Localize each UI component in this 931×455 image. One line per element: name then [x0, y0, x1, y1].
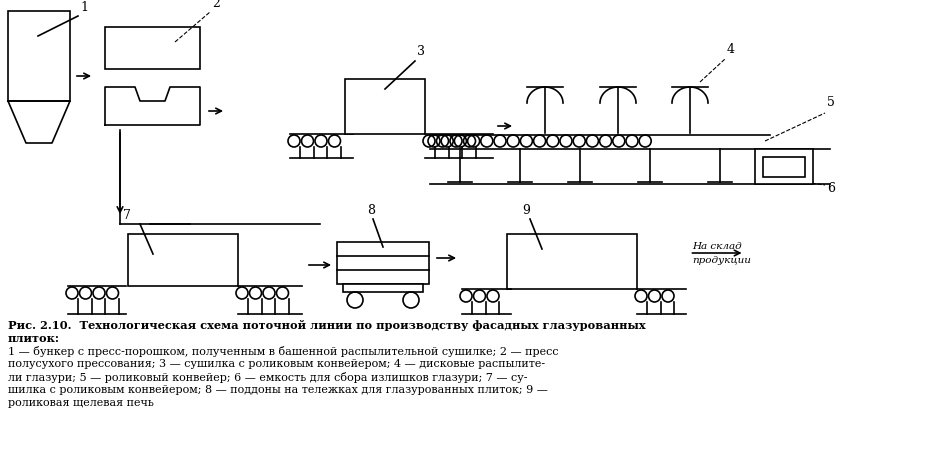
Text: 1: 1 — [80, 1, 88, 14]
Text: продукции: продукции — [693, 255, 751, 264]
Bar — [8, 12, 70, 102]
Text: 3: 3 — [417, 45, 425, 58]
Text: плиток:: плиток: — [8, 332, 60, 343]
Text: 1 — бункер с пресс-порошком, полученным в башенной распылительной сушилке; 2 — п: 1 — бункер с пресс-порошком, полученным … — [8, 345, 559, 356]
Text: 9: 9 — [522, 203, 530, 217]
Bar — [337, 243, 429, 284]
Text: шилка с роликовым конвейером; 8 — поддоны на тележках для глазурованных плиток; : шилка с роликовым конвейером; 8 — поддон… — [8, 384, 547, 394]
Polygon shape — [8, 102, 70, 144]
Text: роликовая щелевая печь: роликовая щелевая печь — [8, 397, 154, 407]
Bar — [343, 284, 423, 293]
Text: Рис. 2.10.  Технологическая схема поточной линии по производству фасадных глазур: Рис. 2.10. Технологическая схема поточно… — [8, 319, 645, 330]
Text: полусухого прессования; 3 — сушилка с роликовым конвейером; 4 — дисковые распыли: полусухого прессования; 3 — сушилка с ро… — [8, 358, 546, 368]
Bar — [105, 28, 200, 70]
Bar — [128, 234, 238, 286]
Bar — [755, 150, 813, 185]
Text: 8: 8 — [367, 203, 375, 217]
Bar — [345, 80, 425, 135]
Text: 2: 2 — [212, 0, 220, 10]
Text: На склад: На склад — [693, 242, 742, 250]
Text: 5: 5 — [827, 96, 835, 109]
Bar — [507, 234, 637, 289]
Text: 6: 6 — [827, 182, 835, 195]
Text: 4: 4 — [727, 43, 735, 56]
Text: ли глазури; 5 — роликовый конвейер; 6 — емкость для сбора излишков глазури; 7 — : ли глазури; 5 — роликовый конвейер; 6 — … — [8, 371, 528, 382]
Bar — [763, 157, 805, 177]
Polygon shape — [105, 88, 200, 126]
Text: 7: 7 — [123, 208, 131, 222]
